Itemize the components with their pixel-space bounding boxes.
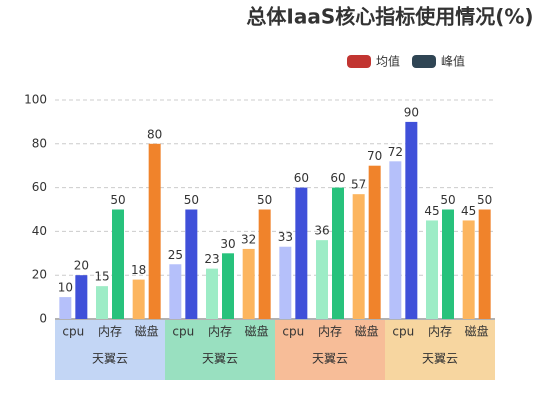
value-label: 90 bbox=[404, 105, 419, 119]
bar bbox=[112, 209, 124, 319]
value-label: 50 bbox=[440, 193, 455, 207]
y-tick-label: 60 bbox=[32, 180, 47, 194]
value-label: 36 bbox=[314, 224, 329, 238]
bar bbox=[169, 264, 182, 319]
x-tick-label: cpu bbox=[172, 325, 194, 339]
legend-label: 峰值 bbox=[441, 54, 465, 69]
legend-label: 均值 bbox=[376, 54, 400, 69]
group-band bbox=[275, 320, 385, 380]
value-label: 45 bbox=[461, 204, 476, 218]
bar bbox=[279, 246, 292, 319]
group-band bbox=[165, 320, 275, 380]
group-label: 天翼云 bbox=[312, 352, 348, 366]
value-label: 20 bbox=[74, 259, 89, 273]
x-tick-label: 磁盘 bbox=[135, 324, 159, 339]
value-label: 15 bbox=[94, 270, 109, 284]
value-label: 45 bbox=[424, 204, 439, 218]
value-label: 60 bbox=[330, 171, 345, 185]
y-tick-label: 100 bbox=[24, 93, 47, 107]
value-label: 25 bbox=[168, 248, 183, 262]
bar bbox=[242, 248, 255, 319]
x-tick-label: 磁盘 bbox=[245, 324, 269, 339]
group-label: 天翼云 bbox=[422, 352, 458, 366]
x-tick-label: cpu bbox=[62, 325, 84, 339]
x-tick-label: cpu bbox=[282, 325, 304, 339]
x-tick-label: 内存 bbox=[318, 325, 342, 339]
value-label: 72 bbox=[388, 145, 403, 159]
bar bbox=[316, 240, 328, 319]
value-label: 33 bbox=[278, 230, 293, 244]
group-label: 天翼云 bbox=[202, 352, 238, 366]
bar bbox=[442, 209, 454, 319]
value-label: 80 bbox=[147, 127, 162, 141]
value-label: 57 bbox=[351, 178, 366, 192]
bar bbox=[295, 187, 308, 319]
value-label: 50 bbox=[110, 193, 125, 207]
bar bbox=[185, 209, 198, 319]
x-tick-label: 内存 bbox=[428, 325, 452, 339]
bar bbox=[389, 161, 402, 319]
bar bbox=[96, 286, 108, 319]
value-label: 50 bbox=[257, 193, 272, 207]
bar bbox=[75, 275, 88, 319]
x-tick-label: 磁盘 bbox=[465, 324, 489, 339]
value-label: 70 bbox=[367, 149, 382, 163]
bar bbox=[59, 297, 72, 319]
legend-swatch bbox=[412, 55, 436, 68]
value-label: 50 bbox=[477, 193, 492, 207]
y-tick-label: 20 bbox=[32, 268, 47, 282]
value-label: 32 bbox=[241, 232, 256, 246]
value-label: 23 bbox=[204, 252, 219, 266]
bar bbox=[332, 187, 344, 319]
value-label: 30 bbox=[220, 237, 235, 251]
bar bbox=[132, 279, 145, 319]
bar bbox=[258, 209, 271, 319]
bar bbox=[426, 220, 438, 319]
x-tick-label: 内存 bbox=[208, 325, 232, 339]
value-label: 18 bbox=[131, 263, 146, 277]
bar bbox=[405, 121, 418, 320]
bar bbox=[462, 220, 475, 319]
bar bbox=[368, 165, 381, 319]
chart-title: 总体IaaS核心指标使用情况(%) bbox=[246, 5, 533, 29]
y-tick-label: 80 bbox=[32, 136, 47, 150]
bar bbox=[478, 209, 491, 319]
bar bbox=[206, 268, 218, 319]
value-label: 50 bbox=[184, 193, 199, 207]
y-tick-label: 0 bbox=[39, 312, 47, 326]
x-tick-label: 内存 bbox=[98, 325, 122, 339]
group-label: 天翼云 bbox=[92, 352, 128, 366]
group-band bbox=[55, 320, 165, 380]
x-tick-label: cpu bbox=[392, 325, 414, 339]
value-label: 60 bbox=[294, 171, 309, 185]
x-tick-label: 磁盘 bbox=[355, 324, 379, 339]
bar bbox=[352, 194, 365, 319]
bar bbox=[148, 143, 161, 319]
group-band bbox=[385, 320, 495, 380]
legend-swatch bbox=[347, 55, 371, 68]
y-tick-label: 40 bbox=[32, 224, 47, 238]
bar bbox=[222, 253, 234, 319]
value-label: 10 bbox=[58, 281, 73, 295]
